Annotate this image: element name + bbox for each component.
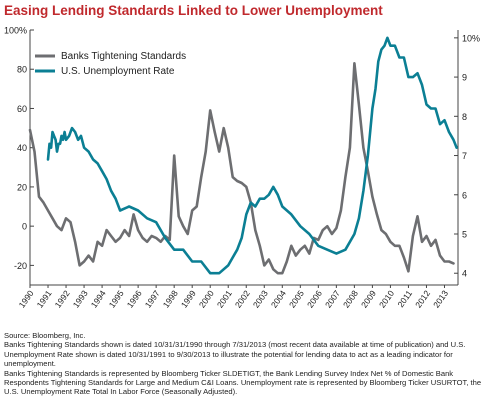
x-tick-label: 2009 [359, 288, 378, 309]
left-tick-label: -20 [14, 261, 27, 271]
right-tick-label: 5 [462, 230, 467, 240]
legend-label-unemployment: U.S. Unemployment Rate [61, 66, 175, 77]
right-tick-label: 8 [462, 112, 467, 122]
x-tick-label: 2003 [251, 288, 270, 309]
footnote-tickers: Banks Tightening Standards is represente… [4, 368, 482, 397]
chart-title: Easing Lending Standards Linked to Lower… [4, 3, 383, 18]
x-tick-label: 2002 [233, 288, 252, 309]
x-tick-label: 1992 [53, 288, 72, 309]
left-tick-label: 80 [17, 65, 27, 75]
x-tick-label: 2005 [287, 288, 306, 309]
series-layer [28, 36, 458, 275]
right-tick-label: 4 [462, 269, 467, 279]
legend: Banks Tightening Standards U.S. Unemploy… [35, 51, 186, 77]
right-tick-label: 10% [462, 33, 480, 43]
left-tick-label: 100% [4, 26, 27, 36]
footnote: Source: Bloomberg, Inc. Banks Tightening… [4, 331, 482, 397]
x-tick-label: 1996 [125, 288, 144, 309]
series-line-banks [28, 61, 455, 275]
right-tick-label: 9 [462, 73, 467, 83]
x-tick-label: 2000 [197, 288, 216, 309]
x-tick-label: 2013 [431, 288, 450, 309]
left-tick-label: 20 [17, 182, 27, 192]
x-tick-label: 2011 [395, 288, 414, 309]
right-tick-label: 6 [462, 190, 467, 200]
left-tick-label: 0 [22, 222, 27, 232]
x-tick-label: 1990 [17, 288, 36, 309]
x-tick-label: 2006 [305, 288, 324, 309]
x-tick-label: 1991 [35, 288, 54, 309]
x-tick-label: 2007 [323, 288, 342, 309]
chart-area: 100%806040200-2010%987654199019911992199… [4, 26, 480, 310]
left-tick-label: 40 [17, 143, 27, 153]
left-tick-label: 60 [17, 104, 27, 114]
x-tick-label: 1998 [161, 288, 180, 309]
x-tick-label: 1995 [107, 288, 126, 309]
series-line-unemployment [46, 36, 458, 275]
x-tick-label: 2008 [341, 288, 360, 309]
footnote-source: Source: Bloomberg, Inc. [4, 331, 86, 340]
x-tick-label: 1993 [71, 288, 90, 309]
right-tick-label: 7 [462, 151, 467, 161]
x-tick-label: 1994 [89, 288, 108, 309]
x-tick-label: 2012 [413, 288, 432, 309]
x-tick-label: 1997 [143, 288, 162, 309]
legend-label-banks: Banks Tightening Standards [61, 51, 186, 62]
x-tick-label: 2004 [269, 288, 288, 309]
x-tick-label: 1999 [179, 288, 198, 309]
x-tick-label: 2001 [215, 288, 234, 309]
footnote-dates: Banks Tightening Standards shown is date… [4, 340, 466, 369]
x-tick-label: 2010 [377, 288, 396, 309]
